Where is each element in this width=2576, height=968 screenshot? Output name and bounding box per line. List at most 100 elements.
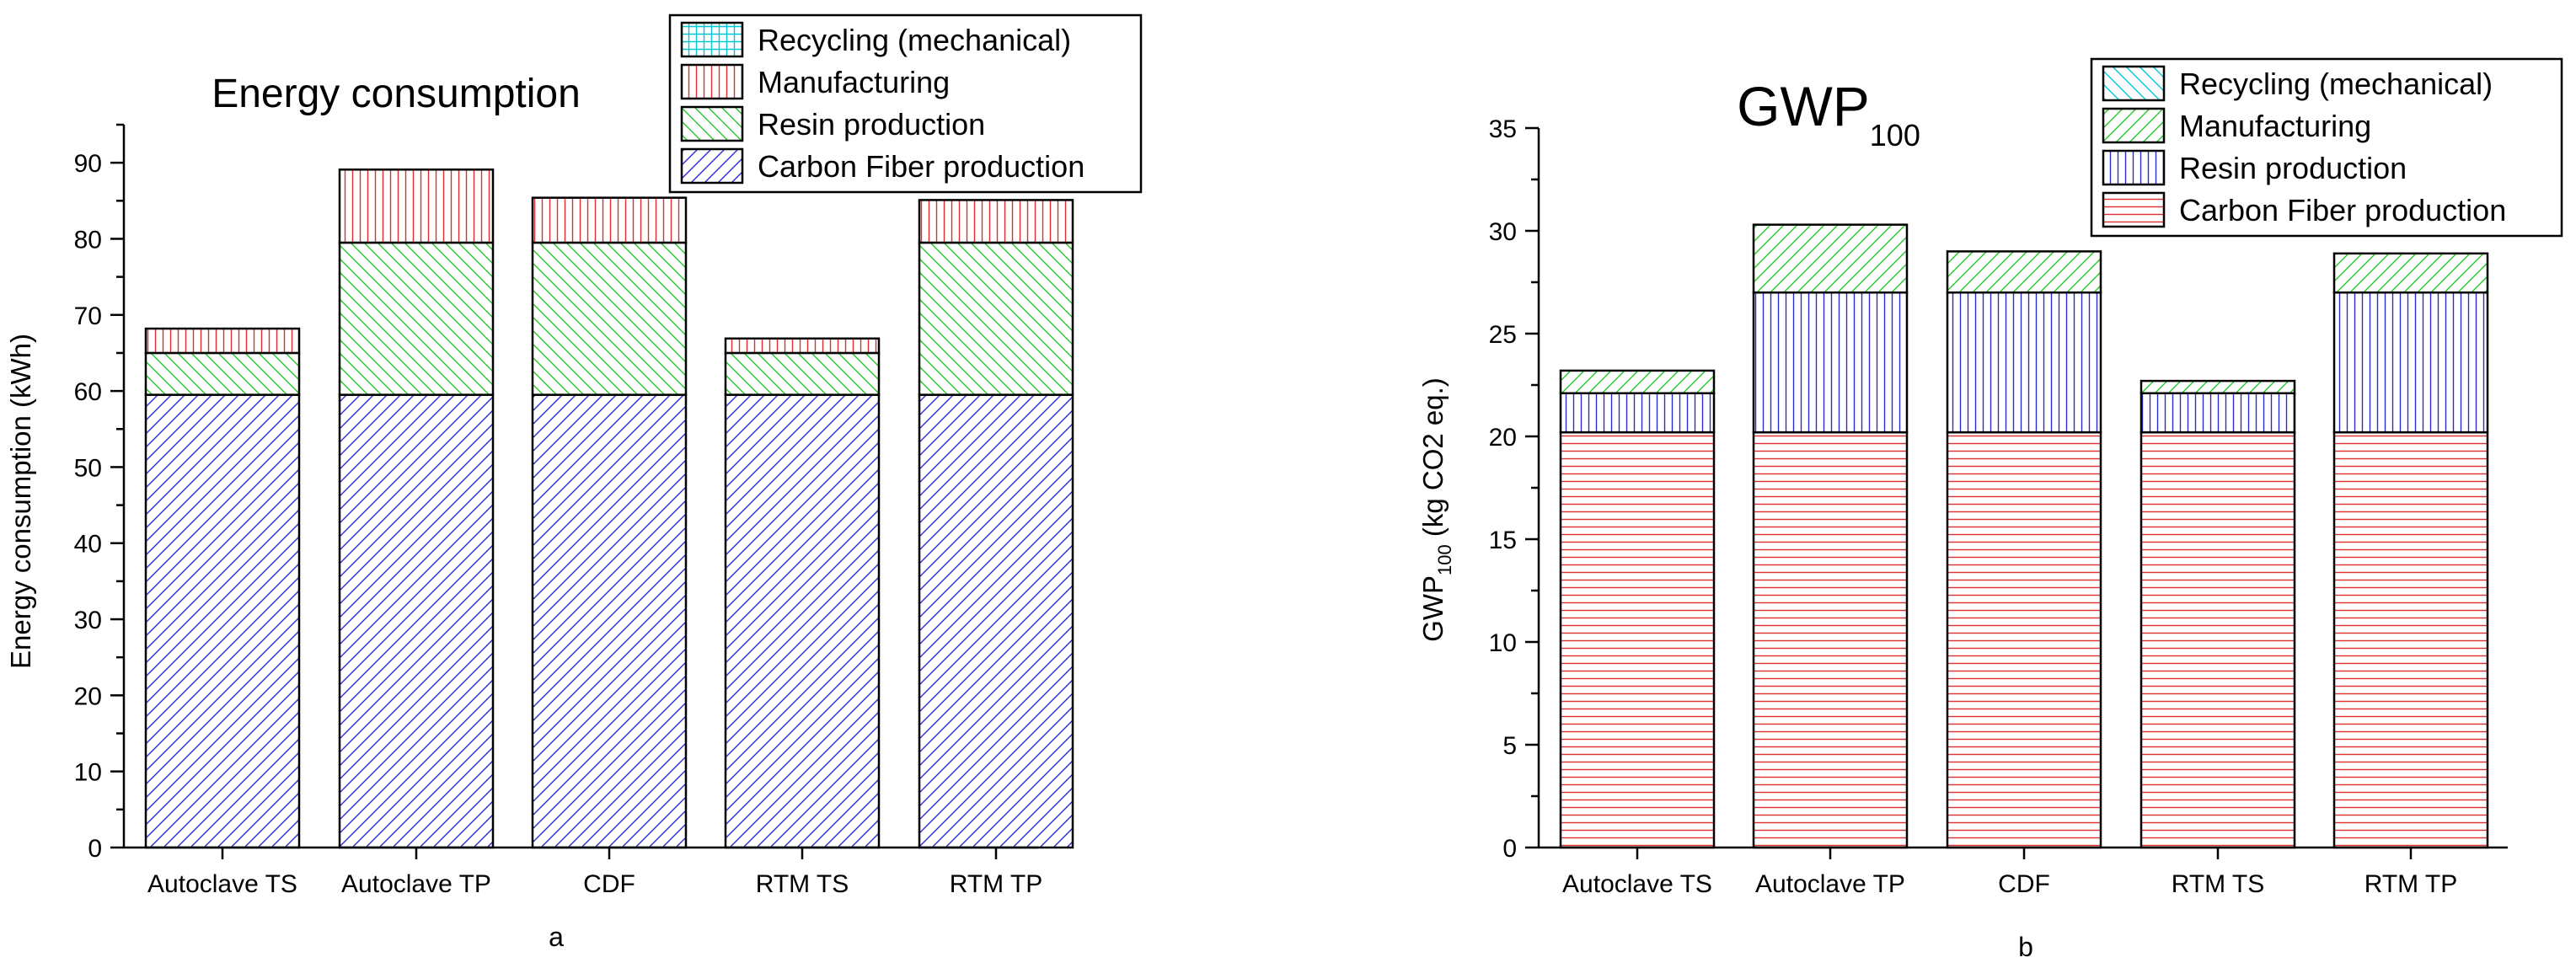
legend-label-manufacturing: Manufacturing xyxy=(758,65,950,99)
y-tick-label-10: 10 xyxy=(74,759,102,787)
chart-title: Energy consumption xyxy=(212,72,581,116)
bar-cdf-resin-production xyxy=(531,241,688,396)
legend-label-manufacturing: Manufacturing xyxy=(2179,109,2371,143)
bar-rtm-ts-resin-production xyxy=(2140,392,2296,434)
y-tick-label-5: 5 xyxy=(1502,732,1517,760)
y-tick-label-0: 0 xyxy=(88,835,102,863)
x-tick-label-rtm-tp: RTM TP xyxy=(2364,870,2458,898)
bar-rtm-tp-carbon-fiber-production xyxy=(918,393,1074,849)
bar-cdf-manufacturing xyxy=(1946,250,2102,294)
bars-group xyxy=(144,168,1074,849)
bar-autoclave-tp-resin-production xyxy=(338,241,495,396)
bar-autoclave-tp-carbon-fiber-production xyxy=(338,393,495,849)
legend-swatch-manufacturing xyxy=(2102,107,2166,144)
y-axis-label-subscript: 100 xyxy=(1434,544,1455,575)
x-tick-label-rtm-tp: RTM TP xyxy=(950,870,1043,898)
legend-frame xyxy=(668,13,1143,194)
bar-cdf-carbon-fiber-production xyxy=(1946,431,2102,849)
bar-autoclave-ts-resin-production xyxy=(1559,392,1716,434)
x-tick-label-autoclave-ts: Autoclave TS xyxy=(147,870,297,898)
bar-rtm-ts-resin-production xyxy=(724,351,881,396)
panel-label: b xyxy=(2018,932,2033,962)
legend-swatch-resin-production xyxy=(680,105,744,142)
legend-swatch-carbon-fiber-production xyxy=(680,147,744,185)
y-tick-label-90: 90 xyxy=(74,150,102,178)
legend-label-resin-production: Resin production xyxy=(758,107,985,142)
x-tick-label-autoclave-ts: Autoclave TS xyxy=(1562,870,1712,898)
legend-swatch-manufacturing xyxy=(680,63,744,100)
y-tick-label-70: 70 xyxy=(74,302,102,330)
bar-rtm-ts-carbon-fiber-production xyxy=(2140,431,2296,849)
y-axis-ticks: 0 10 20 30 40 50 60 70 80 90 xyxy=(74,123,124,863)
x-tick-label-cdf: CDF xyxy=(1998,870,2050,898)
y-tick-label-50: 50 xyxy=(74,454,102,482)
y-axis-label-text: Energy consumption (kWh) xyxy=(5,334,36,669)
legend-label-recycling-mechanical: Recycling (mechanical) xyxy=(758,23,1071,57)
bar-autoclave-ts-carbon-fiber-production xyxy=(1559,431,1716,849)
y-tick-label-60: 60 xyxy=(74,378,102,406)
bar-autoclave-ts-resin-production xyxy=(144,351,301,396)
panel-label: a xyxy=(549,922,564,952)
bars-group xyxy=(1559,223,2489,849)
bar-rtm-tp-manufacturing xyxy=(2332,252,2489,294)
y-tick-label-40: 40 xyxy=(74,531,102,559)
y-tick-label-30: 30 xyxy=(74,607,102,634)
y-axis-label: GWP100 (kg CO2 eq.) xyxy=(1417,377,1455,642)
bar-rtm-tp-resin-production xyxy=(918,241,1074,396)
bar-autoclave-tp-carbon-fiber-production xyxy=(1752,431,1909,849)
bar-autoclave-tp-resin-production xyxy=(1752,291,1909,434)
chart-title-text: Energy consumption xyxy=(212,72,581,116)
bar-autoclave-ts-carbon-fiber-production xyxy=(144,393,301,849)
chart-title-subscript: 100 xyxy=(1870,118,1920,152)
legend-label-carbon-fiber-production: Carbon Fiber production xyxy=(2179,193,2506,227)
bar-autoclave-tp-manufacturing xyxy=(1752,223,1909,294)
y-axis-label-text: GWP xyxy=(1417,575,1449,642)
bar-autoclave-tp-manufacturing xyxy=(338,168,495,244)
x-axis-ticks: Autoclave TS Autoclave TP CDF RTM TS RTM TP xyxy=(1562,848,2457,898)
bar-cdf-resin-production xyxy=(1946,291,2102,434)
legend-frame xyxy=(2090,57,2563,238)
y-tick-label-20: 20 xyxy=(1489,424,1517,452)
bar-rtm-ts-manufacturing xyxy=(724,337,881,355)
bar-autoclave-ts-manufacturing xyxy=(1559,369,1716,395)
x-tick-label-autoclave-tp: Autoclave TP xyxy=(341,870,491,898)
y-tick-label-35: 35 xyxy=(1489,115,1517,143)
chart-panel-b: 0 5 10 15 20 25 30 35 Autoclave TS Autoclave TP C… xyxy=(1417,57,2563,962)
y-tick-label-80: 80 xyxy=(74,226,102,254)
legend-label-carbon-fiber-production: Carbon Fiber production xyxy=(758,149,1084,184)
x-tick-label-autoclave-tp: Autoclave TP xyxy=(1755,870,1905,898)
bar-rtm-ts-manufacturing xyxy=(2140,379,2296,395)
x-tick-label-rtm-ts: RTM TS xyxy=(756,870,849,898)
bar-rtm-tp-carbon-fiber-production xyxy=(2332,431,2489,849)
bar-cdf-manufacturing xyxy=(531,196,688,244)
chart-title-text: GWP xyxy=(1737,75,1870,137)
y-axis-label-suffix: (kg CO2 eq.) xyxy=(1417,377,1449,544)
chart-title: GWP100 xyxy=(1737,75,1920,152)
y-axis-ticks: 0 5 10 15 20 25 30 35 xyxy=(1489,115,1539,863)
x-axis-ticks: Autoclave TS Autoclave TP CDF RTM TS RTM TP xyxy=(147,848,1042,898)
legend-label-resin-production: Resin production xyxy=(2179,151,2407,185)
legend: Recycling (mechanical) Manufacturing Resin… xyxy=(2090,57,2563,238)
legend-swatch-carbon-fiber-production xyxy=(2102,191,2166,228)
y-tick-label-25: 25 xyxy=(1489,321,1517,349)
legend: Recycling (mechanical) Manufacturing Resin… xyxy=(668,13,1143,194)
y-tick-label-10: 10 xyxy=(1489,629,1517,657)
legend-swatch-resin-production xyxy=(2102,149,2166,186)
y-tick-label-20: 20 xyxy=(74,682,102,710)
bar-autoclave-ts-manufacturing xyxy=(144,327,301,355)
legend-swatch-recycling-mechanical xyxy=(2102,65,2166,102)
y-tick-label-0: 0 xyxy=(1502,835,1517,863)
y-tick-label-30: 30 xyxy=(1489,218,1517,246)
x-tick-label-cdf: CDF xyxy=(583,870,635,898)
bar-cdf-carbon-fiber-production xyxy=(531,393,688,849)
y-tick-label-15: 15 xyxy=(1489,527,1517,554)
y-axis-label: Energy consumption (kWh) xyxy=(5,334,36,669)
legend-swatch-recycling-mechanical xyxy=(680,21,744,58)
x-tick-label-rtm-ts: RTM TS xyxy=(2172,870,2265,898)
legend-label-recycling-mechanical: Recycling (mechanical) xyxy=(2179,67,2493,101)
bar-rtm-ts-carbon-fiber-production xyxy=(724,393,881,849)
bar-rtm-tp-manufacturing xyxy=(918,199,1074,244)
bar-rtm-tp-resin-production xyxy=(2332,291,2489,434)
